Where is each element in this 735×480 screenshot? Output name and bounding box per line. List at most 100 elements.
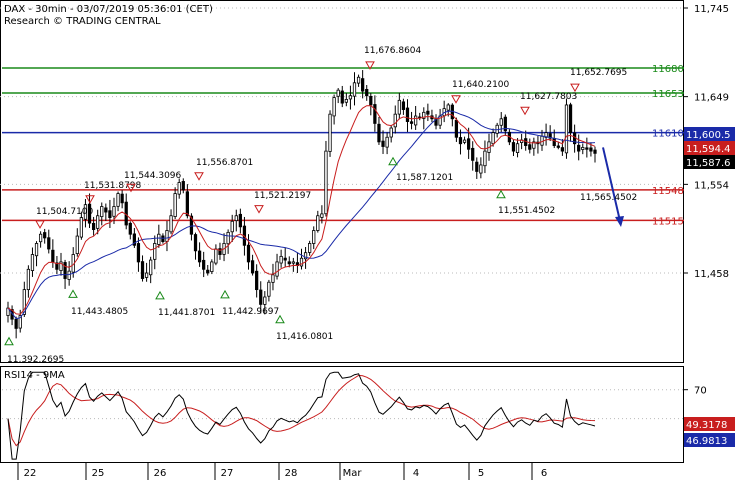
price-tag <box>684 141 735 155</box>
candle-body <box>259 289 263 305</box>
swing-high-label: 11,544.3096 <box>124 171 182 181</box>
candle-body <box>308 243 312 253</box>
candles <box>6 70 597 339</box>
swing-high-marker <box>520 106 530 116</box>
swing-high-marker <box>35 220 45 229</box>
price-tick-label: 11,554 <box>694 180 729 191</box>
candle-body <box>63 262 67 279</box>
chart-title: DAX - 30min - 03/07/2019 05:36:01 (CET) <box>4 4 213 15</box>
candle-body <box>291 261 295 264</box>
swing-high-marker <box>365 61 375 70</box>
candle-body <box>79 217 83 238</box>
swing-high-marker <box>194 172 204 181</box>
candle-body <box>22 289 26 315</box>
candle-body <box>206 269 210 274</box>
candle-body <box>564 104 569 154</box>
candle-body <box>75 235 79 254</box>
candle-body <box>544 132 548 138</box>
rsi-level-label: 70 <box>694 386 707 397</box>
candle-body <box>324 150 328 215</box>
candle-body <box>361 78 365 92</box>
candle-body <box>414 115 418 126</box>
candle-body <box>218 248 222 255</box>
forecast-arrow-head <box>615 215 624 227</box>
candle-body <box>18 315 22 329</box>
level-label: 11515 <box>652 216 684 227</box>
candle-body <box>189 215 194 235</box>
candle-body <box>271 274 275 283</box>
candle-body <box>108 210 112 218</box>
swing-low-marker <box>68 289 78 298</box>
candle-body <box>96 215 100 229</box>
swing-high-marker <box>254 205 264 214</box>
candle-body <box>100 206 104 218</box>
forecast-arrow <box>602 147 621 222</box>
swing-low-label: 11,416.0801 <box>276 332 333 342</box>
candle-body <box>462 139 467 143</box>
candle-body <box>556 145 560 148</box>
candle-body <box>234 215 238 222</box>
rsi-ma-tag <box>684 417 735 431</box>
candle-body <box>499 118 503 126</box>
time-tick-label: 5 <box>478 468 484 479</box>
candle-body <box>577 144 581 152</box>
candle-body <box>589 147 593 152</box>
candle-body <box>511 142 516 152</box>
candle-body <box>344 99 348 103</box>
candle-body <box>226 231 230 245</box>
slow-ma-line <box>7 110 596 320</box>
candle-body <box>283 257 287 261</box>
rsi-tag-label: 46.9813 <box>686 436 727 447</box>
candle-body <box>128 222 132 235</box>
candle-body <box>238 213 242 228</box>
candle-body <box>173 193 177 217</box>
price-tick-label: 11,745 <box>694 4 729 15</box>
swing-high-label: 11,640.2100 <box>452 80 510 90</box>
candle-body <box>405 107 410 122</box>
candle-body <box>320 213 324 218</box>
candle-body <box>454 119 459 138</box>
candle-body <box>177 182 181 195</box>
candle-body <box>6 307 10 316</box>
candle-body <box>132 233 136 246</box>
candle-body <box>352 82 357 97</box>
candle-body <box>275 261 279 277</box>
price-tag-label: 11,587.6 <box>686 158 731 169</box>
rsi-label: RSI14 - 9MA <box>4 370 65 381</box>
swing-low-label: 11,392.2695 <box>7 355 64 365</box>
candle-body <box>340 90 344 104</box>
price-tags: 11,600.5 11,594.4 11,587.6 49.3178 46.9813 <box>684 127 735 447</box>
time-tick-label: 27 <box>221 468 234 479</box>
candle-body <box>59 261 63 271</box>
time-axis: 22 25 26 27 28 Mar 4 5 6 <box>17 463 547 480</box>
candle-body <box>47 237 51 250</box>
candle-body <box>426 110 430 115</box>
candle-body <box>397 99 401 115</box>
candle-body <box>267 281 271 297</box>
swing-high-label: 11,521.2197 <box>254 191 311 201</box>
candle-body <box>548 133 552 139</box>
candle-body <box>112 206 116 217</box>
swing-high-marker <box>570 83 580 93</box>
swing-low-label: 11,441.8701 <box>158 308 215 318</box>
time-tick-label: 25 <box>92 468 105 479</box>
time-tick-label: 26 <box>154 468 167 479</box>
candle-body <box>26 268 31 291</box>
swing-low-label: 11,551.4502 <box>498 206 555 216</box>
candle-body <box>552 137 556 146</box>
candle-body <box>116 193 120 207</box>
candle-body <box>169 215 173 233</box>
candle-body <box>491 132 495 145</box>
candle-body <box>532 141 536 149</box>
price-panel <box>0 0 684 363</box>
candle-body <box>409 121 414 124</box>
candle-body <box>393 113 397 128</box>
swing-high-marker <box>126 183 136 193</box>
candle-body <box>299 257 304 267</box>
candle-body <box>87 203 92 224</box>
price-tag-label: 11,594.4 <box>686 144 731 155</box>
swing-high-marker <box>85 195 95 204</box>
candle-body <box>446 104 450 111</box>
chart-subtitle: Research © TRADING CENTRAL <box>4 16 161 27</box>
